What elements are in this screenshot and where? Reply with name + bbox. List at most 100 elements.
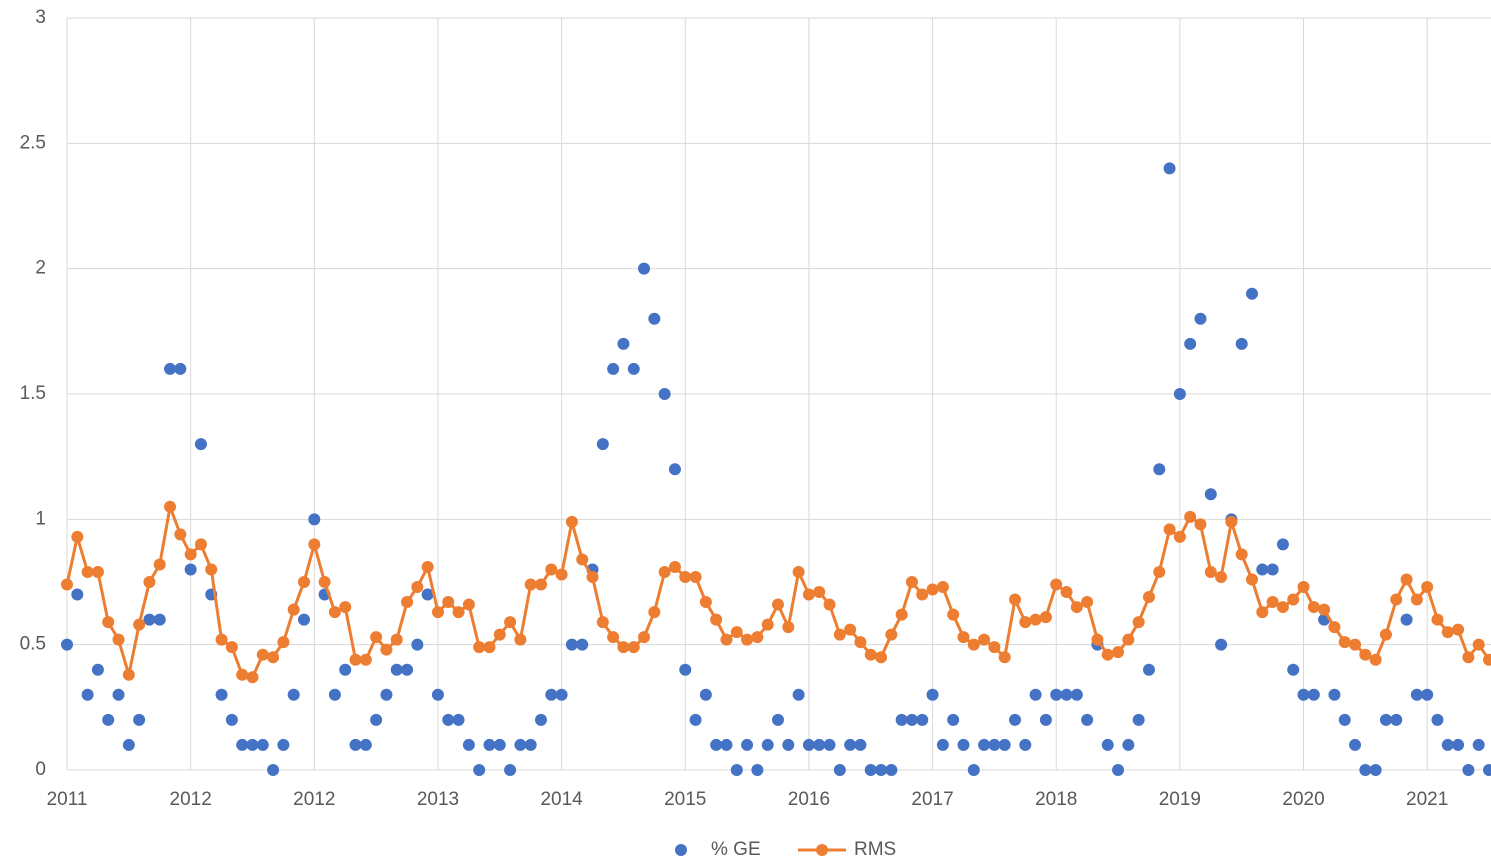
x-tick-label: 2019 bbox=[1159, 789, 1201, 810]
y-tick-label: 0.5 bbox=[20, 634, 46, 655]
data-point bbox=[679, 663, 692, 676]
data-point bbox=[442, 596, 455, 609]
data-point bbox=[1483, 764, 1491, 776]
data-point bbox=[277, 738, 290, 751]
data-point bbox=[184, 563, 197, 576]
data-point bbox=[1235, 548, 1248, 561]
data-point bbox=[1483, 653, 1491, 666]
data-point bbox=[102, 616, 115, 629]
data-point bbox=[462, 738, 475, 751]
data-point bbox=[1318, 603, 1331, 616]
data-point bbox=[617, 641, 630, 654]
data-point bbox=[1307, 601, 1320, 614]
data-point bbox=[1431, 613, 1444, 626]
data-point bbox=[565, 515, 578, 528]
data-point bbox=[411, 638, 424, 651]
data-point bbox=[720, 633, 733, 646]
data-point bbox=[1390, 713, 1403, 726]
legend-label: RMS bbox=[854, 839, 896, 860]
data-point bbox=[875, 764, 888, 776]
x-tick-label: 2016 bbox=[788, 789, 830, 810]
data-point bbox=[349, 738, 362, 751]
data-point bbox=[813, 586, 826, 599]
data-point bbox=[1390, 593, 1403, 606]
data-point bbox=[349, 653, 362, 666]
data-point bbox=[81, 565, 94, 578]
data-point bbox=[988, 738, 1001, 751]
data-point bbox=[483, 738, 496, 751]
legend-marker bbox=[675, 844, 687, 856]
data-point bbox=[699, 596, 712, 609]
data-point bbox=[133, 713, 146, 726]
data-point bbox=[1050, 688, 1063, 701]
data-point bbox=[153, 613, 166, 626]
data-point bbox=[298, 613, 310, 626]
data-point bbox=[689, 570, 702, 583]
data-point bbox=[679, 570, 692, 583]
data-point bbox=[91, 663, 104, 676]
data-point bbox=[1101, 648, 1114, 661]
data-point bbox=[1215, 638, 1228, 651]
data-point bbox=[823, 738, 836, 751]
data-point bbox=[565, 638, 578, 651]
data-point bbox=[1173, 530, 1186, 543]
data-point bbox=[1266, 596, 1279, 609]
data-point bbox=[462, 598, 475, 611]
data-point bbox=[442, 713, 455, 726]
data-point bbox=[638, 262, 651, 275]
data-point bbox=[164, 362, 177, 375]
data-point bbox=[1142, 663, 1155, 676]
data-point bbox=[576, 638, 589, 651]
data-point bbox=[153, 558, 166, 571]
data-point bbox=[833, 628, 846, 641]
legend-label: % GE bbox=[711, 839, 761, 860]
data-point bbox=[1246, 573, 1258, 586]
data-point bbox=[1163, 523, 1176, 536]
data-point bbox=[782, 738, 795, 751]
x-tick-label: 2015 bbox=[664, 789, 706, 810]
data-point bbox=[844, 738, 857, 751]
data-point bbox=[1400, 613, 1413, 626]
data-point bbox=[1060, 688, 1073, 701]
data-point bbox=[864, 648, 877, 661]
y-tick-label: 2.5 bbox=[20, 132, 46, 153]
data-point bbox=[1359, 764, 1372, 776]
data-point bbox=[473, 641, 486, 654]
data-point bbox=[143, 613, 156, 626]
data-point bbox=[1256, 563, 1269, 576]
data-point bbox=[174, 362, 187, 375]
data-point bbox=[1276, 601, 1289, 614]
data-point bbox=[287, 688, 300, 701]
data-point bbox=[978, 633, 991, 646]
data-point bbox=[504, 616, 517, 629]
data-point bbox=[215, 688, 228, 701]
data-point bbox=[1452, 623, 1465, 636]
data-point bbox=[298, 576, 310, 588]
data-point bbox=[122, 738, 135, 751]
data-point bbox=[638, 631, 651, 644]
data-point bbox=[1009, 713, 1021, 726]
data-point bbox=[194, 538, 207, 551]
x-tick-label: 2020 bbox=[1282, 789, 1324, 810]
data-point bbox=[1349, 738, 1362, 751]
data-point bbox=[421, 588, 434, 601]
data-point bbox=[1441, 738, 1454, 751]
data-point bbox=[957, 738, 970, 751]
data-point bbox=[607, 362, 620, 375]
data-point bbox=[627, 641, 640, 654]
data-point bbox=[833, 764, 846, 776]
data-point bbox=[267, 764, 280, 776]
data-point bbox=[452, 713, 465, 726]
data-point bbox=[1153, 463, 1166, 476]
data-point bbox=[1338, 713, 1351, 726]
data-point bbox=[102, 713, 115, 726]
data-point bbox=[1410, 593, 1423, 606]
data-point bbox=[225, 641, 238, 654]
data-point bbox=[1287, 593, 1300, 606]
data-point bbox=[1452, 738, 1465, 751]
data-point bbox=[1400, 573, 1413, 586]
data-point bbox=[895, 608, 908, 621]
data-point bbox=[1019, 616, 1032, 629]
data-point bbox=[1009, 593, 1021, 606]
